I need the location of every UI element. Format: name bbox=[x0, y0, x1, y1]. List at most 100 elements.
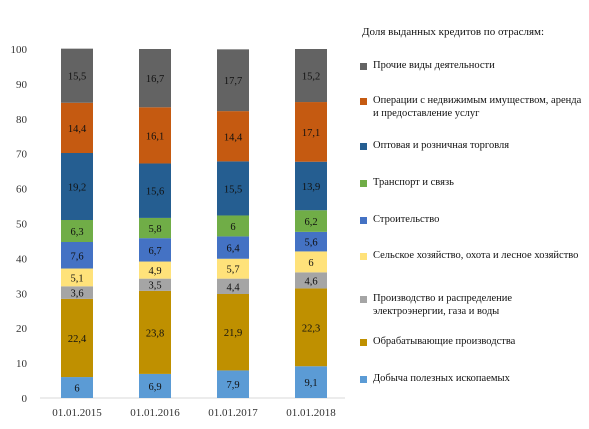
bar-segment bbox=[217, 49, 249, 112]
bar-segment bbox=[139, 373, 171, 398]
data-label: 6,3 bbox=[70, 227, 83, 238]
data-label: 6 bbox=[230, 222, 235, 233]
legend-label: Добыча полезных ископаемых bbox=[373, 373, 510, 384]
bar-segment bbox=[61, 102, 93, 154]
y-tick-label: 20 bbox=[16, 323, 28, 335]
bar-segment bbox=[217, 161, 249, 216]
legend-label: Операции с недвижимым имуществом, аренда… bbox=[373, 95, 582, 119]
data-label: 14,4 bbox=[224, 132, 243, 143]
data-label: 17,1 bbox=[302, 128, 320, 139]
legend-item: Транспорт и связь bbox=[360, 176, 454, 189]
y-tick-label: 10 bbox=[16, 358, 28, 370]
legend-swatch bbox=[360, 253, 367, 260]
y-tick-label: 30 bbox=[16, 288, 28, 300]
data-label: 5,1 bbox=[70, 273, 83, 284]
data-label: 4,9 bbox=[148, 266, 161, 277]
legend-label: Производство и распределение электроэнер… bbox=[373, 293, 513, 317]
data-label: 3,6 bbox=[70, 289, 83, 300]
data-label: 22,3 bbox=[302, 323, 320, 334]
x-tick-label: 01.01.2018 bbox=[286, 407, 336, 419]
bar-segment bbox=[295, 161, 327, 211]
bar-segment bbox=[139, 290, 171, 374]
bar-segment bbox=[61, 286, 93, 299]
bar-segment bbox=[139, 278, 171, 291]
bar-segment bbox=[217, 293, 249, 371]
legend-label: Прочие виды деятельности bbox=[373, 60, 495, 71]
bar-segment bbox=[139, 49, 171, 108]
y-tick-label: 90 bbox=[16, 79, 28, 91]
data-label: 13,9 bbox=[302, 182, 320, 193]
legend-swatch bbox=[360, 63, 367, 70]
legend-item: Сельское хозяйство, охота и лесное хозяй… bbox=[360, 249, 578, 262]
data-label: 14,4 bbox=[68, 124, 87, 135]
data-label: 6,4 bbox=[226, 244, 240, 255]
data-label: 6,2 bbox=[304, 217, 317, 228]
bar-segment bbox=[139, 261, 171, 279]
bar-segment bbox=[295, 210, 327, 232]
bar-segment bbox=[139, 217, 171, 239]
data-label: 6 bbox=[308, 258, 313, 269]
y-tick-label: 70 bbox=[16, 149, 28, 161]
bar-segment bbox=[295, 49, 327, 103]
bar-segment bbox=[217, 236, 249, 259]
legend-item: Прочие виды деятельности bbox=[360, 59, 495, 72]
y-tick-label: 40 bbox=[16, 253, 28, 265]
legend-swatch bbox=[360, 98, 367, 105]
bar-segment bbox=[61, 268, 93, 287]
bar-segment bbox=[217, 278, 249, 294]
bar-segment bbox=[295, 251, 327, 273]
legend-swatch bbox=[360, 376, 367, 383]
bar-segment bbox=[217, 258, 249, 279]
data-label: 5,8 bbox=[148, 224, 161, 235]
bar-segment bbox=[295, 272, 327, 289]
data-label: 17,7 bbox=[224, 76, 242, 87]
x-tick-label: 01.01.2015 bbox=[52, 407, 102, 419]
legend-swatch bbox=[360, 339, 367, 346]
bar-segment bbox=[61, 153, 93, 221]
bar-segment bbox=[295, 288, 327, 367]
data-label: 7,9 bbox=[226, 380, 239, 391]
data-label: 4,4 bbox=[226, 282, 240, 293]
data-label: 3,5 bbox=[148, 281, 161, 292]
bar-segment bbox=[217, 111, 249, 162]
x-tick-label: 01.01.2017 bbox=[208, 407, 258, 419]
data-label: 7,6 bbox=[70, 251, 83, 262]
bar-segment bbox=[217, 370, 249, 398]
legend-item: Операции с недвижимым имуществом, аренда… bbox=[360, 94, 586, 120]
legend-swatch bbox=[360, 143, 367, 150]
legend-label: Строительство bbox=[373, 214, 440, 225]
bar-segment bbox=[139, 163, 171, 218]
data-label: 6,7 bbox=[148, 246, 161, 257]
legend-item: Добыча полезных ископаемых bbox=[360, 372, 510, 385]
stacked-bar-chart: 0 10 20 30 40 50 60 70 80 90 100 6 22,4 3,6 5,1 7,6 6,3 1… bbox=[11, 44, 345, 419]
y-tick-label: 60 bbox=[16, 184, 28, 196]
bar-segment bbox=[61, 298, 93, 378]
data-label: 9,1 bbox=[304, 378, 317, 389]
data-label: 4,6 bbox=[304, 276, 317, 287]
y-tick-label: 80 bbox=[16, 114, 28, 126]
bar-segment bbox=[295, 231, 327, 252]
data-label: 5,6 bbox=[304, 238, 317, 249]
data-label: 23,8 bbox=[146, 328, 164, 339]
data-label: 6,9 bbox=[148, 382, 161, 393]
bar-segment bbox=[139, 107, 171, 164]
legend-item: Обрабатывающие производства bbox=[360, 335, 515, 348]
data-label: 15,2 bbox=[302, 72, 320, 83]
y-tick-label: 100 bbox=[11, 44, 28, 56]
data-label: 16,1 bbox=[146, 131, 164, 142]
x-tick-label: 01.01.2016 bbox=[130, 407, 180, 419]
bar-segment bbox=[61, 377, 93, 398]
legend-swatch bbox=[360, 180, 367, 187]
bar-segment bbox=[217, 215, 249, 237]
data-label: 5,7 bbox=[226, 265, 239, 276]
bar-segment bbox=[295, 366, 327, 398]
legend-label: Сельское хозяйство, охота и лесное хозяй… bbox=[373, 250, 579, 261]
legend-label: Транспорт и связь bbox=[373, 177, 454, 188]
bar-segment bbox=[295, 102, 327, 162]
legend-item: Производство и распределение электроэнер… bbox=[360, 292, 586, 318]
bar-segment bbox=[61, 241, 93, 269]
data-label: 15,6 bbox=[146, 187, 164, 198]
legend-label: Обрабатывающие производства bbox=[373, 336, 516, 347]
legend-swatch bbox=[360, 217, 367, 224]
legend-item: Оптовая и розничная торговля bbox=[360, 139, 509, 152]
